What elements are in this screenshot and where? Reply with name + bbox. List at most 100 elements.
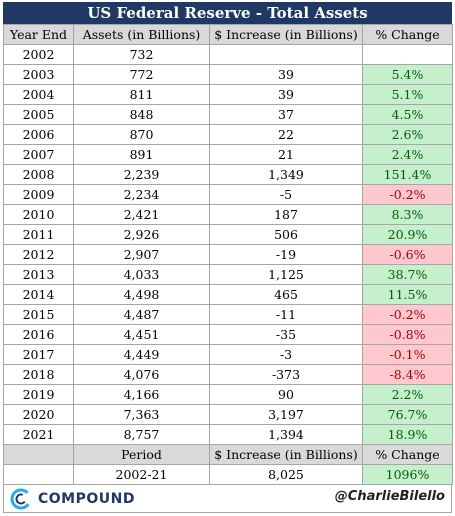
header-year: Year End [3,24,74,45]
cell-change: -0.1% [362,344,453,365]
table-row: 2002 732 [3,44,453,65]
header-change: % Change [362,24,453,45]
cell-year: 2003 [3,64,74,85]
table-row: 2015 4,487 -11 -0.2% [3,304,453,325]
cell-year: 2009 [3,184,74,205]
assets-table: Year End Assets (in Billions) $ Increase… [3,24,453,485]
compound-logo: COMPOUND [10,488,135,510]
cell-year: 2014 [3,284,74,305]
table-row: 2012 2,907 -19 -0.6% [3,244,453,265]
cell-change: 38.7% [362,264,453,285]
header-increase: $ Increase (in Billions) [209,24,363,45]
table-row: 2007 891 21 2.4% [3,144,453,165]
cell-increase: -373 [209,364,363,385]
cell-assets: 4,033 [73,264,210,285]
cell-change: -0.6% [362,244,453,265]
cell-assets: 848 [73,104,210,125]
author-handle: @CharlieBilello [334,489,445,504]
cell-year: 2020 [3,404,74,425]
cell-assets: 4,498 [73,284,210,305]
cell-assets: 4,451 [73,324,210,345]
table-row: 2018 4,076 -373 -8.4% [3,364,453,385]
cell-year: 2016 [3,324,74,345]
cell-increase: -19 [209,244,363,265]
table-title: US Federal Reserve - Total Assets [3,2,452,24]
table-row: 2013 4,033 1,125 38.7% [3,264,453,285]
cell-assets: 811 [73,84,210,105]
cell-increase: 37 [209,104,363,125]
table-row: 2010 2,421 187 8.3% [3,204,453,225]
summary-header-row: Period $ Increase (in Billions) % Change [3,444,453,465]
cell-assets: 2,907 [73,244,210,265]
cell-change: 4.5% [362,104,453,125]
cell-assets: 7,363 [73,404,210,425]
table-row: 2003 772 39 5.4% [3,64,453,85]
header-row: Year End Assets (in Billions) $ Increase… [3,24,453,45]
compound-c-icon [10,488,32,510]
logo-text: COMPOUND [38,491,135,507]
cell-increase: 39 [209,64,363,85]
summary-header-increase: $ Increase (in Billions) [209,444,363,465]
cell-year: 2011 [3,224,74,245]
table-row: 2009 2,234 -5 -0.2% [3,184,453,205]
cell-year: 2008 [3,164,74,185]
cell-year: 2021 [3,424,74,445]
cell-change: 151.4% [362,164,453,185]
cell-assets: 2,239 [73,164,210,185]
cell-change: -0.2% [362,304,453,325]
cell-assets: 2,234 [73,184,210,205]
cell-year: 2002 [3,44,74,65]
cell-year: 2012 [3,244,74,265]
table-row: 2004 811 39 5.1% [3,84,453,105]
cell-change: 18.9% [362,424,453,445]
cell-year: 2010 [3,204,74,225]
table-row: 2017 4,449 -3 -0.1% [3,344,453,365]
cell-change: 20.9% [362,224,453,245]
cell-assets: 8,757 [73,424,210,445]
cell-year: 2015 [3,304,74,325]
cell-assets: 891 [73,144,210,165]
table-row: 2020 7,363 3,197 76.7% [3,404,453,425]
cell-increase: 187 [209,204,363,225]
summary-blank [3,464,74,485]
summary-change: 1096% [362,464,453,485]
cell-year: 2006 [3,124,74,145]
summary-increase: 8,025 [209,464,363,485]
summary-header-change: % Change [362,444,453,465]
table-row: 2021 8,757 1,394 18.9% [3,424,453,445]
cell-year: 2007 [3,144,74,165]
cell-increase: -3 [209,344,363,365]
cell-assets: 2,421 [73,204,210,225]
summary-period: 2002-21 [73,464,210,485]
cell-change: 2.2% [362,384,453,405]
cell-year: 2005 [3,104,74,125]
footer: COMPOUND @CharlieBilello [3,484,452,513]
cell-increase: -35 [209,324,363,345]
cell-year: 2017 [3,344,74,365]
cell-increase: 22 [209,124,363,145]
table-row: 2005 848 37 4.5% [3,104,453,125]
cell-increase: -5 [209,184,363,205]
table-row: 2019 4,166 90 2.2% [3,384,453,405]
table-row: 2008 2,239 1,349 151.4% [3,164,453,185]
cell-change: 76.7% [362,404,453,425]
cell-increase: 90 [209,384,363,405]
summary-blank [3,444,74,465]
table-row: 2014 4,498 465 11.5% [3,284,453,305]
cell-year: 2018 [3,364,74,385]
table-row: 2006 870 22 2.6% [3,124,453,145]
cell-increase: 1,349 [209,164,363,185]
cell-increase: 506 [209,224,363,245]
cell-change: 8.3% [362,204,453,225]
summary-row: 2002-21 8,025 1096% [3,464,453,485]
cell-change: 2.4% [362,144,453,165]
cell-assets: 772 [73,64,210,85]
summary-header-period: Period [73,444,210,465]
cell-increase: 21 [209,144,363,165]
cell-change [362,44,453,65]
cell-year: 2004 [3,84,74,105]
table-row: 2011 2,926 506 20.9% [3,224,453,245]
cell-assets: 870 [73,124,210,145]
cell-increase: 39 [209,84,363,105]
